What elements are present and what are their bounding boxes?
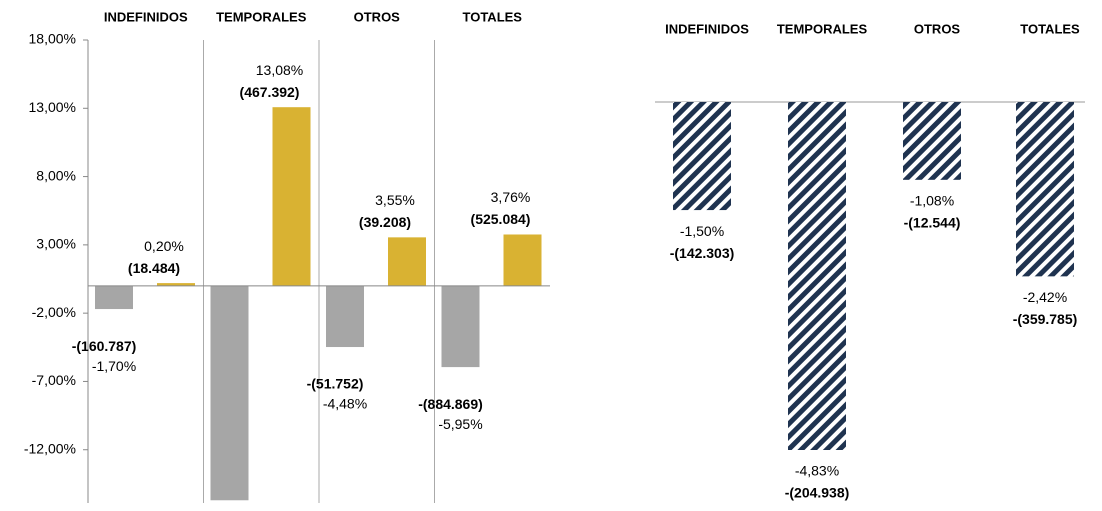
bar [272,107,311,286]
count-label: -(160.787) [72,338,137,354]
value-label: 0,20% [144,238,184,254]
y-tick-label: 13,00% [29,99,76,115]
y-tick-label: -7,00% [32,372,76,388]
bar [903,102,961,180]
value-label: -4,83% [795,463,839,479]
count-label: -(884.869) [418,396,483,412]
category-label: OTROS [354,9,401,24]
category-label: INDEFINIDOS [104,9,188,24]
category-label: TOTALES [463,9,523,24]
bar [788,102,846,450]
count-label: -(12.544) [904,215,961,231]
y-tick-label: -12,00% [24,440,76,456]
count-label: (39.208) [359,214,411,230]
category-label: INDEFINIDOS [665,21,749,36]
value-label: -1,50% [680,223,724,239]
y-tick-label: 8,00% [36,167,76,183]
y-tick-label: 3,00% [36,236,76,252]
value-label: -4,48% [323,396,367,412]
category-label: TOTALES [1020,21,1080,36]
bar [1016,102,1074,277]
count-label: (525.084) [471,211,531,227]
category-label: TEMPORALES [777,21,868,36]
count-label: (467.392) [240,84,300,100]
bar [326,285,364,348]
bar [673,102,731,211]
count-label: (18.484) [128,260,180,276]
value-label: -1,70% [92,358,136,374]
count-label: -(359.785) [1013,311,1078,327]
value-label: -2,42% [1023,289,1067,305]
bar [95,285,133,310]
category-label: OTROS [914,21,961,36]
count-label: -(142.303) [670,245,735,261]
value-label: 3,55% [375,192,415,208]
bar [503,234,542,286]
count-label: -(51.752) [307,376,364,392]
category-label: TEMPORALES [216,9,307,24]
bar [157,283,195,286]
bar [441,285,480,368]
value-label: 3,76% [491,189,531,205]
bar [388,237,426,286]
value-label: 13,08% [256,62,303,78]
y-tick-label: -2,00% [32,304,76,320]
y-tick-label: 18,00% [29,31,76,47]
value-label: -1,08% [910,193,954,209]
value-label: -5,95% [438,416,482,432]
count-label: -(204.938) [785,485,850,501]
bar [210,285,249,501]
